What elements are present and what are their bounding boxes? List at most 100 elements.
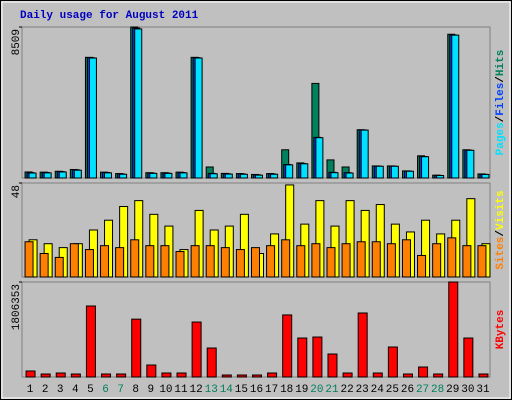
bar — [55, 372, 66, 378]
bar — [386, 243, 396, 278]
bar — [39, 253, 49, 278]
x-tick-label: 3 — [57, 384, 64, 396]
bar — [462, 245, 472, 278]
x-tick-label: 8 — [132, 384, 139, 396]
bar — [267, 372, 278, 378]
bar — [100, 245, 110, 278]
bar — [481, 173, 490, 179]
bar — [70, 373, 81, 378]
bar — [58, 171, 67, 179]
y-tick-label: 1806353 — [11, 284, 23, 330]
legend-entry: Pages — [495, 122, 507, 155]
bar — [119, 173, 128, 179]
x-tick-label: 16 — [250, 384, 263, 396]
legend-entry: Files — [495, 83, 507, 116]
x-tick-label: 30 — [461, 384, 474, 396]
x-tick-label: 23 — [356, 384, 369, 396]
bar — [54, 256, 64, 278]
bar — [85, 305, 96, 378]
bar — [160, 245, 170, 278]
bar — [401, 239, 411, 278]
x-tick-label: 21 — [325, 384, 339, 396]
x-tick-label: 25 — [386, 384, 399, 396]
bar — [285, 164, 294, 179]
bar — [448, 281, 459, 378]
bar — [390, 165, 399, 179]
bar — [345, 172, 354, 179]
bar — [205, 245, 215, 278]
bar — [357, 312, 368, 378]
bar — [235, 249, 245, 278]
bar — [387, 346, 398, 378]
bar — [436, 175, 445, 179]
legend-entry: Visits — [495, 190, 507, 230]
x-tick-label: 1 — [27, 384, 34, 396]
bar — [466, 149, 475, 179]
x-tick-label: 26 — [401, 384, 414, 396]
bar — [73, 169, 82, 179]
bar — [433, 373, 444, 378]
legend-entry: Hits — [495, 50, 507, 76]
legend: KBytes — [495, 310, 507, 350]
bar — [447, 237, 457, 278]
bar — [297, 337, 308, 378]
bar — [402, 373, 413, 378]
bar — [179, 172, 188, 179]
x-tick-label: 13 — [205, 384, 218, 396]
x-tick-label: 29 — [446, 384, 459, 396]
x-tick-label: 27 — [416, 384, 429, 396]
x-tick-label: 31 — [476, 384, 490, 396]
bar — [252, 374, 262, 378]
x-tick-label: 12 — [190, 384, 203, 396]
bar — [281, 239, 291, 278]
bar — [356, 241, 366, 278]
bar — [375, 165, 384, 179]
bar — [360, 129, 369, 179]
bar — [190, 245, 200, 278]
bar — [84, 249, 94, 278]
bar — [326, 247, 336, 278]
bar — [206, 347, 217, 378]
bar — [451, 34, 460, 179]
bar — [342, 372, 353, 378]
x-tick-label: 4 — [72, 384, 79, 396]
x-tick-label: 18 — [280, 384, 293, 396]
bar — [28, 172, 37, 179]
bar — [24, 241, 34, 278]
legend-separator: / — [495, 230, 507, 237]
bar — [405, 170, 414, 179]
bar — [69, 243, 79, 278]
bar — [296, 245, 306, 278]
bar — [330, 172, 339, 179]
bar — [104, 172, 113, 179]
legend-entry: Sites — [495, 237, 507, 270]
bar — [194, 57, 203, 179]
bar — [266, 245, 276, 278]
bar — [191, 321, 202, 378]
bar — [176, 372, 187, 378]
x-tick-label: 10 — [159, 384, 172, 396]
y-tick-label: 8509 — [11, 29, 23, 55]
bar — [255, 174, 263, 179]
panel — [21, 26, 491, 179]
bar — [134, 28, 143, 179]
bar — [312, 336, 323, 378]
x-tick-label: 22 — [340, 384, 353, 396]
bar — [417, 254, 427, 278]
bar — [418, 366, 429, 378]
bar — [421, 156, 430, 179]
x-tick-label: 20 — [310, 384, 323, 396]
y-tick-label: 48 — [11, 185, 23, 198]
bar — [478, 373, 489, 378]
bar — [477, 245, 487, 278]
bar — [300, 163, 309, 179]
x-tick-label: 15 — [235, 384, 248, 396]
bar — [236, 374, 247, 378]
legend-separator: / — [495, 115, 507, 122]
x-tick-label: 6 — [102, 384, 109, 396]
bar — [372, 372, 383, 378]
bar — [221, 374, 232, 378]
bar — [432, 243, 442, 278]
bar — [130, 239, 140, 278]
